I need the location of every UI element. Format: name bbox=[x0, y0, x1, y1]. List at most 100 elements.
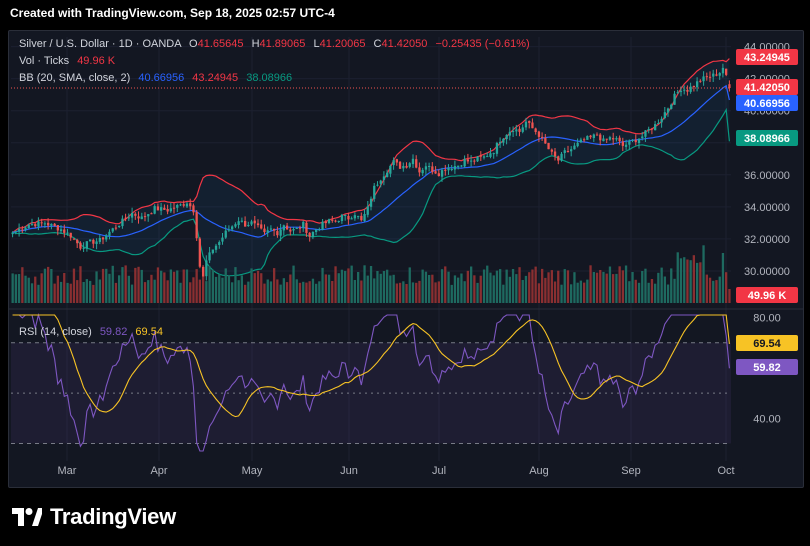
volume-bar bbox=[421, 269, 424, 303]
chart-svg[interactable]: 30.0000032.0000034.0000036.0000040.00000… bbox=[9, 31, 803, 487]
volume-bar bbox=[428, 275, 431, 303]
candle-body bbox=[324, 221, 327, 224]
volume-bar bbox=[528, 272, 531, 303]
candle bbox=[457, 165, 460, 170]
candle-body bbox=[728, 84, 731, 88]
candle-body bbox=[308, 232, 311, 237]
candle-body bbox=[621, 141, 624, 146]
candle bbox=[631, 139, 634, 143]
volume-bar bbox=[282, 278, 285, 303]
candle bbox=[169, 202, 172, 213]
candle bbox=[340, 213, 344, 224]
candle bbox=[450, 165, 453, 172]
candle-body bbox=[366, 206, 369, 215]
volume-bar bbox=[395, 283, 398, 303]
candle bbox=[470, 155, 473, 167]
bb-basis-value: 40.66956 bbox=[138, 72, 184, 84]
volume-bar bbox=[486, 265, 489, 303]
rsi-pane[interactable] bbox=[11, 312, 731, 452]
candle-body bbox=[573, 145, 576, 150]
candle bbox=[137, 211, 140, 224]
volume-bar bbox=[689, 260, 692, 303]
candle-body bbox=[411, 158, 415, 165]
candle-body bbox=[595, 134, 599, 136]
candle-body bbox=[631, 139, 634, 141]
volume-bar bbox=[495, 270, 499, 303]
candle bbox=[95, 238, 98, 250]
volume-bar bbox=[76, 280, 79, 303]
candle-body bbox=[602, 138, 605, 142]
candle bbox=[583, 137, 586, 143]
candle-body bbox=[553, 151, 557, 157]
candle bbox=[473, 159, 476, 165]
candle bbox=[276, 226, 279, 238]
candle bbox=[705, 72, 708, 81]
volume-bar bbox=[360, 280, 363, 303]
candle bbox=[547, 142, 550, 150]
candle bbox=[650, 127, 654, 135]
legend: Silver / U.S. Dollar · 1D · OANDA O41.65… bbox=[19, 38, 530, 338]
candle-body bbox=[402, 166, 405, 169]
candle bbox=[69, 232, 72, 241]
volume-bar bbox=[14, 274, 17, 303]
candle-body bbox=[428, 166, 431, 167]
candle-body bbox=[521, 127, 524, 132]
candle bbox=[437, 169, 440, 177]
lower-badge bbox=[736, 130, 798, 146]
candle bbox=[150, 212, 153, 215]
candle-body bbox=[470, 160, 473, 162]
chart-frame[interactable]: 30.00000 32.00000 34.00000 36.00000 40.00000… bbox=[8, 30, 804, 488]
candle bbox=[298, 225, 302, 234]
candle-body bbox=[418, 167, 421, 173]
candle bbox=[466, 153, 469, 164]
volume-bars bbox=[11, 245, 731, 303]
candle bbox=[476, 156, 479, 162]
volume-bar bbox=[482, 269, 486, 303]
candle-body bbox=[114, 227, 118, 229]
candle-body bbox=[140, 216, 143, 220]
candle bbox=[389, 164, 392, 178]
candle-body bbox=[466, 159, 469, 162]
low-value: 41.20065 bbox=[320, 38, 366, 50]
volume-bar bbox=[82, 282, 85, 303]
candles[interactable] bbox=[11, 63, 731, 281]
high-label: H bbox=[252, 38, 260, 50]
candle-body bbox=[499, 141, 502, 144]
candle bbox=[105, 233, 108, 242]
candle-body bbox=[608, 137, 612, 140]
volume-bar bbox=[347, 268, 350, 303]
candle-body bbox=[689, 86, 692, 92]
volume-bar bbox=[466, 270, 469, 303]
candle bbox=[30, 218, 34, 226]
tradingview-logo[interactable]: TradingView bbox=[12, 504, 176, 530]
volume-bar bbox=[279, 284, 282, 303]
volume-bar bbox=[50, 269, 53, 303]
candle-body bbox=[686, 89, 689, 92]
volume-bar bbox=[521, 280, 524, 303]
candle-body bbox=[641, 136, 644, 139]
candle-body bbox=[386, 172, 389, 177]
volume-bar bbox=[202, 266, 205, 303]
volume-bar bbox=[263, 283, 266, 303]
volume-bar bbox=[137, 266, 140, 303]
candle-body bbox=[69, 232, 72, 238]
volume-bar bbox=[418, 280, 421, 303]
candle-body bbox=[599, 134, 602, 141]
candle bbox=[573, 142, 576, 150]
price-tick-label: 30.00000 bbox=[744, 266, 790, 278]
volume-bar bbox=[544, 277, 547, 303]
volume-bar bbox=[541, 268, 544, 303]
volume-bar bbox=[712, 280, 715, 303]
volume-bar bbox=[340, 269, 344, 303]
volume-bar bbox=[453, 275, 457, 303]
candle-body bbox=[389, 165, 392, 174]
candle bbox=[721, 63, 725, 78]
candle-body bbox=[618, 137, 621, 142]
volume-bar bbox=[505, 269, 508, 303]
candle-body bbox=[263, 228, 266, 233]
volume-bar bbox=[515, 274, 518, 303]
price-axis[interactable]: 30.0000032.0000034.0000036.0000040.00000… bbox=[58, 42, 790, 477]
volume-badge-text: 49.96 K bbox=[748, 290, 787, 302]
candle-body bbox=[376, 184, 379, 186]
candle-body bbox=[624, 144, 628, 147]
